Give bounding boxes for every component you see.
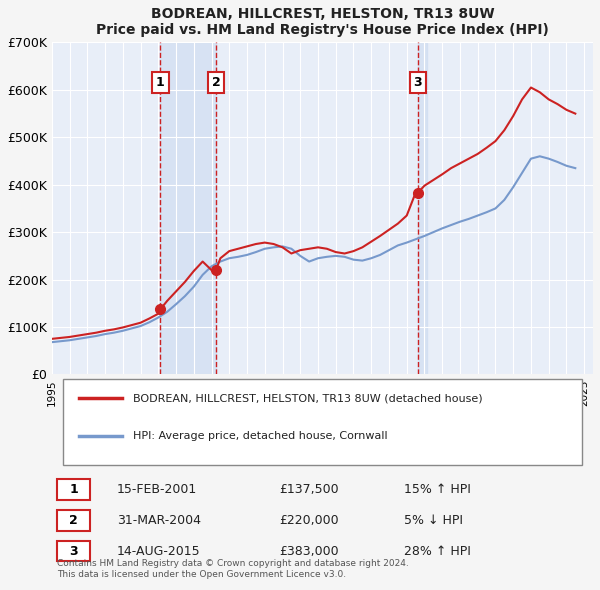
Text: 3: 3 <box>69 545 78 558</box>
Bar <box>418 42 427 375</box>
Text: 28% ↑ HPI: 28% ↑ HPI <box>404 545 470 558</box>
FancyBboxPatch shape <box>57 480 89 500</box>
Text: 1: 1 <box>69 483 78 496</box>
Text: HPI: Average price, detached house, Cornwall: HPI: Average price, detached house, Corn… <box>133 431 388 441</box>
Text: £220,000: £220,000 <box>279 514 339 527</box>
Text: 2: 2 <box>69 514 78 527</box>
Text: BODREAN, HILLCREST, HELSTON, TR13 8UW (detached house): BODREAN, HILLCREST, HELSTON, TR13 8UW (d… <box>133 393 482 403</box>
Text: 2: 2 <box>212 76 220 89</box>
Text: Contains HM Land Registry data © Crown copyright and database right 2024.
This d: Contains HM Land Registry data © Crown c… <box>57 559 409 579</box>
Text: 1: 1 <box>156 76 165 89</box>
FancyBboxPatch shape <box>57 541 89 562</box>
Text: £137,500: £137,500 <box>279 483 339 496</box>
Text: £383,000: £383,000 <box>279 545 339 558</box>
Title: BODREAN, HILLCREST, HELSTON, TR13 8UW
Price paid vs. HM Land Registry's House Pr: BODREAN, HILLCREST, HELSTON, TR13 8UW Pr… <box>96 7 549 37</box>
Text: 15% ↑ HPI: 15% ↑ HPI <box>404 483 470 496</box>
Text: 14-AUG-2015: 14-AUG-2015 <box>117 545 200 558</box>
FancyBboxPatch shape <box>62 379 582 464</box>
Text: 15-FEB-2001: 15-FEB-2001 <box>117 483 197 496</box>
FancyBboxPatch shape <box>57 510 89 530</box>
Text: 31-MAR-2004: 31-MAR-2004 <box>117 514 201 527</box>
Text: 5% ↓ HPI: 5% ↓ HPI <box>404 514 463 527</box>
Bar <box>160 42 216 375</box>
Text: 3: 3 <box>413 76 422 89</box>
